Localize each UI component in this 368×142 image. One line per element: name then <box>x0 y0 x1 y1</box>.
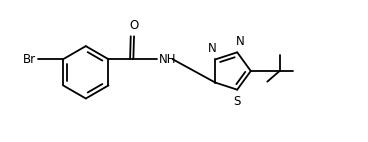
Text: O: O <box>130 19 139 32</box>
Text: N: N <box>236 35 245 48</box>
Text: Br: Br <box>22 53 36 66</box>
Text: NH: NH <box>159 53 176 66</box>
Text: N: N <box>208 42 216 55</box>
Text: S: S <box>234 95 241 108</box>
